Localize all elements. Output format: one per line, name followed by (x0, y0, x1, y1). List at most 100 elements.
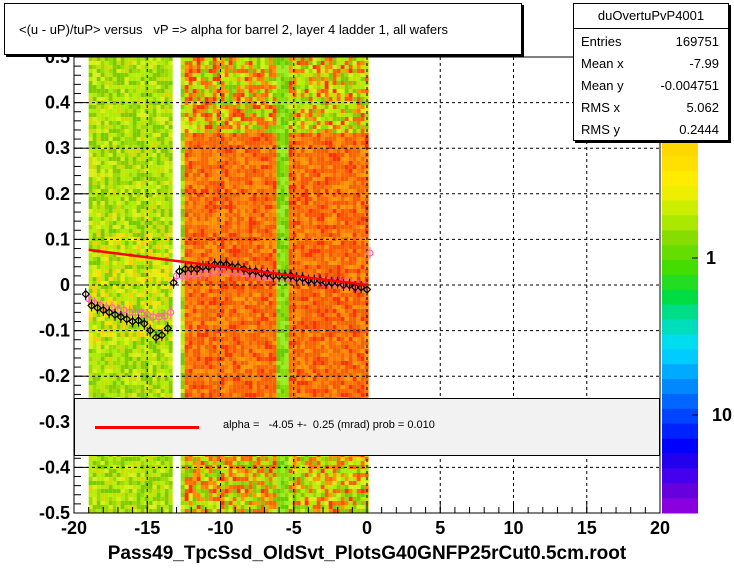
heatmap-cell (164, 309, 169, 313)
heatmap-cell (164, 109, 169, 113)
heatmap-cell (88, 181, 93, 185)
heatmap-cell (268, 373, 273, 377)
heatmap-cell (248, 201, 253, 205)
heatmap-cell (156, 165, 161, 169)
heatmap-cell (180, 173, 185, 177)
heatmap-cell (88, 485, 93, 489)
heatmap-cell (220, 281, 225, 285)
heatmap-cell (196, 305, 201, 309)
heatmap-cell (220, 101, 225, 105)
heatmap-cell (184, 89, 189, 93)
heatmap-cell (104, 337, 109, 341)
heatmap-cell (88, 89, 93, 93)
heatmap-cell (116, 345, 121, 349)
heatmap-cell (100, 85, 105, 89)
heatmap-cell (140, 385, 145, 389)
heatmap-cell (152, 105, 157, 109)
heatmap-cell (184, 313, 189, 317)
heatmap-cell (112, 205, 117, 209)
heatmap-cell (196, 217, 201, 221)
heatmap-cell (96, 217, 101, 221)
heatmap-cell (252, 85, 257, 89)
heatmap-cell (192, 381, 197, 385)
heatmap-cell (112, 381, 117, 385)
heatmap-cell (120, 185, 125, 189)
heatmap-cell (196, 145, 201, 149)
heatmap-cell (152, 305, 157, 309)
heatmap-cell (124, 61, 129, 65)
heatmap-cell (252, 201, 257, 205)
heatmap-cell (168, 169, 173, 173)
heatmap-cell (196, 225, 201, 229)
heatmap-cell (212, 137, 217, 141)
heatmap-cell (236, 457, 241, 461)
heatmap-cell (128, 109, 133, 113)
heatmap-cell (96, 209, 101, 213)
heatmap-cell (128, 281, 133, 285)
heatmap-cell (92, 121, 97, 125)
heatmap-cell (268, 393, 273, 397)
heatmap-cell (232, 469, 237, 473)
heatmap-cell (168, 121, 173, 125)
heatmap-cell (92, 341, 97, 345)
heatmap-cell (140, 89, 145, 93)
heatmap-cell (244, 189, 249, 193)
heatmap-cell (232, 241, 237, 245)
heatmap-cell (96, 121, 101, 125)
heatmap-cell (92, 173, 97, 177)
heatmap-cell (124, 181, 129, 185)
heatmap-cell (92, 117, 97, 121)
heatmap-cell (204, 485, 209, 489)
heatmap-cell (192, 81, 197, 85)
heatmap-cell (200, 81, 205, 85)
heatmap-cell (120, 301, 125, 305)
heatmap-cell (236, 241, 241, 245)
heatmap-cell (152, 73, 157, 77)
heatmap-cell (268, 57, 273, 61)
heatmap-cell (256, 189, 261, 193)
heatmap-cell (248, 497, 253, 501)
heatmap-cell (180, 81, 185, 85)
heatmap-cell (180, 137, 185, 141)
heatmap-cell (104, 485, 109, 489)
heatmap-cell (220, 369, 225, 373)
heatmap-cell (152, 213, 157, 217)
heatmap-cell (264, 145, 269, 149)
heatmap-cell (212, 197, 217, 201)
heatmap-cell (204, 325, 209, 329)
heatmap-cell (136, 65, 141, 69)
heatmap-cell (156, 201, 161, 205)
heatmap-cell (144, 213, 149, 217)
heatmap-cell (200, 57, 205, 61)
heatmap-cell (228, 501, 233, 505)
heatmap-cell (144, 57, 149, 61)
heatmap-cell (228, 389, 233, 393)
heatmap-cell (184, 281, 189, 285)
heatmap-cell (232, 309, 237, 313)
heatmap-cell (252, 145, 257, 149)
heatmap-cell (260, 125, 265, 129)
heatmap-cell (196, 257, 201, 261)
heatmap-cell (244, 369, 249, 373)
heatmap-cell (124, 193, 129, 197)
heatmap-cell (148, 473, 153, 477)
heatmap-cell (204, 497, 209, 501)
heatmap-cell (256, 457, 261, 461)
heatmap-cell (124, 469, 129, 473)
heatmap-cell (188, 317, 193, 321)
heatmap-cell (108, 65, 113, 69)
heatmap-cell (216, 141, 221, 145)
heatmap-cell (156, 273, 161, 277)
heatmap-cell (256, 149, 261, 153)
heatmap-cell (196, 317, 201, 321)
heatmap-cell (112, 73, 117, 77)
heatmap-cell (96, 293, 101, 297)
heatmap-cell (220, 205, 225, 209)
heatmap-cell (144, 473, 149, 477)
heatmap-cell (160, 461, 165, 465)
heatmap-cell (164, 89, 169, 93)
heatmap-cell (212, 145, 217, 149)
heatmap-cell (92, 257, 97, 261)
heatmap-cell (224, 117, 229, 121)
heatmap-cell (92, 501, 97, 505)
